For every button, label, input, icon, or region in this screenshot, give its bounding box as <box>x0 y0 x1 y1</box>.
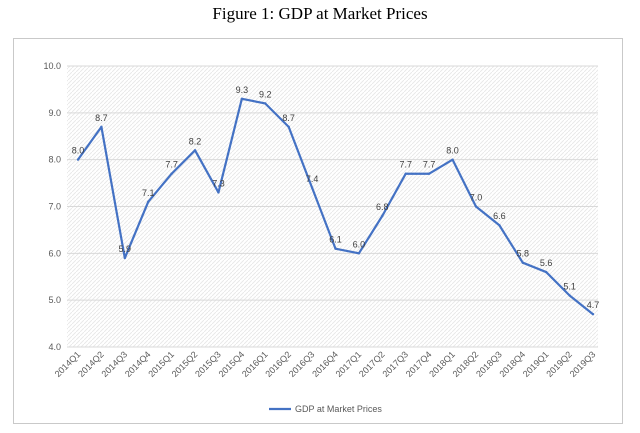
x-axis-ticks: 2014Q12014Q22014Q32014Q42015Q12015Q22015… <box>53 349 598 379</box>
data-point <box>357 252 361 255</box>
data-label: 7.7 <box>423 160 436 170</box>
data-point <box>76 158 80 161</box>
data-point <box>498 224 501 227</box>
data-point <box>521 261 524 264</box>
y-tick-label: 6.0 <box>48 248 61 258</box>
data-label: 7.4 <box>306 174 319 184</box>
data-label: 5.1 <box>563 281 576 291</box>
x-tick-label: 2019Q3 <box>568 349 598 379</box>
data-point <box>310 186 314 189</box>
data-label: 5.9 <box>119 244 132 254</box>
gridlines <box>67 65 598 348</box>
data-point <box>568 294 571 297</box>
legend: GDP at Market Prices <box>269 404 382 414</box>
data-point <box>404 172 407 175</box>
data-label: 8.7 <box>95 113 108 123</box>
y-tick-label: 9.0 <box>48 108 61 118</box>
data-point <box>474 205 478 208</box>
data-point <box>123 256 127 260</box>
y-tick-label: 4.0 <box>48 342 61 352</box>
data-point <box>381 214 384 218</box>
data-point <box>193 149 197 152</box>
legend-label: GDP at Market Prices <box>295 404 382 414</box>
data-label: 8.2 <box>189 136 202 146</box>
data-label: 6.1 <box>329 235 342 245</box>
data-point <box>264 102 267 105</box>
y-tick-label: 10.0 <box>43 61 61 71</box>
data-label: 5.6 <box>540 258 553 268</box>
data-label: 7.3 <box>212 178 225 188</box>
data-labels: 8.0 8.7 5.9 7.1 7.7 8.2 7.3 9.3 9.2 8.7 7.4 6.1 6.0 6… <box>72 85 600 310</box>
data-point <box>427 172 431 175</box>
figure-title: Figure 1: GDP at Market Prices <box>212 4 428 23</box>
data-label: 6.8 <box>376 202 389 212</box>
data-point <box>100 125 103 129</box>
data-label: 9.2 <box>259 89 272 99</box>
data-label: 4.7 <box>587 300 600 310</box>
data-point <box>544 270 548 274</box>
data-label: 8.0 <box>72 146 85 156</box>
data-point <box>240 97 244 100</box>
y-tick-label: 7.0 <box>48 202 61 212</box>
data-point <box>147 200 150 204</box>
data-label: 7.1 <box>142 188 155 198</box>
data-label: 5.8 <box>517 249 530 259</box>
data-point <box>591 313 595 316</box>
data-point <box>170 172 173 175</box>
y-tick-label: 5.0 <box>48 295 61 305</box>
data-label: 6.0 <box>353 239 366 249</box>
data-label: 7.7 <box>399 160 412 170</box>
data-label: 6.6 <box>493 211 506 221</box>
data-label: 7.0 <box>470 193 483 203</box>
data-point <box>334 247 337 250</box>
data-point <box>451 158 454 161</box>
data-point <box>287 125 290 129</box>
data-label: 8.7 <box>282 113 295 123</box>
data-point <box>217 191 220 194</box>
data-label: 9.3 <box>236 85 249 95</box>
data-label: 7.7 <box>165 160 178 170</box>
y-axis-ticks: 4.0 5.0 6.0 7.0 8.0 9.0 10.0 <box>43 61 61 352</box>
data-label: 8.0 <box>446 146 459 156</box>
y-tick-label: 8.0 <box>48 155 61 165</box>
series-group <box>76 97 595 316</box>
